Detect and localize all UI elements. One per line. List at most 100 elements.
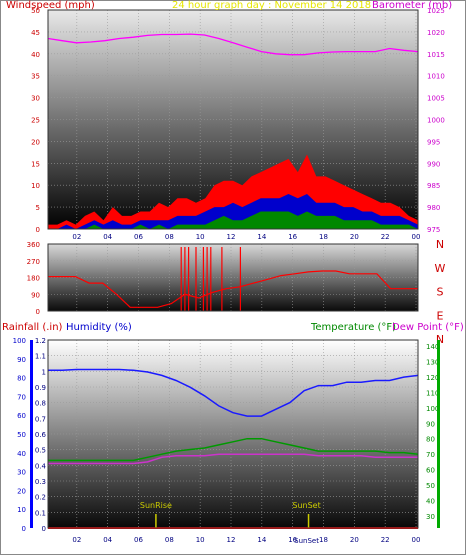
rainfall-tick-label: 1.2 [35, 337, 46, 345]
humidity-tick-label: 30 [17, 469, 26, 477]
temperature-axis-bar [437, 340, 440, 528]
temperature-tick-label: 110 [426, 389, 439, 397]
temperature-tick-label: 120 [426, 374, 439, 382]
humidity-panel-grid [48, 339, 418, 529]
barometer-tick-label: 1000 [427, 117, 445, 125]
temperature-tick-label: 90 [426, 420, 435, 428]
humidity-tick-label: 20 [17, 487, 26, 495]
humidity-panel-background [48, 340, 418, 528]
temperature-tick-label: 40 [426, 498, 435, 506]
barometer-title: Barometer (mb) [372, 0, 452, 11]
wind-panel-hour-axis: 02 04 06 08 10 12 14 16 18 20 22 00 [72, 233, 420, 241]
direction-panel-background [48, 244, 418, 311]
humidity-tick-label: 100 [13, 337, 26, 345]
humidity-tick-label: 0 [22, 525, 26, 533]
direction-tick-label: 90 [31, 291, 40, 299]
barometer-tick-label: 1015 [427, 51, 445, 59]
humidity-tick-label: 90 [17, 356, 26, 364]
rainfall-tick-label: 0.9 [35, 384, 46, 392]
hour-tick-label: 00 [412, 536, 421, 544]
temperature-tick-label: 50 [426, 482, 435, 490]
windspeed-tick-label: 50 [31, 7, 40, 15]
temperature-series [48, 437, 419, 462]
humidity-panel-border [47, 339, 419, 529]
windspeed-tick-label: 30 [31, 95, 40, 103]
temperature-tick-label: 130 [426, 358, 439, 366]
rainfall-tick-label: 0 [42, 525, 46, 533]
rainfall-tick-label: 0.2 [35, 494, 46, 502]
humidity-tick-label: 10 [17, 506, 26, 514]
rainfall-tick-label: 0.3 [35, 478, 46, 486]
rainfall-title: Rainfall (.in) [2, 322, 63, 333]
hour-tick-label: 16 [288, 233, 297, 241]
hour-tick-label: 00 [412, 233, 421, 241]
humidity-axis-bar [30, 340, 33, 528]
humidity-series [48, 368, 419, 417]
temperature-title: Temperature (°F) [310, 322, 396, 333]
barometer-tick-label: 985 [427, 182, 440, 190]
windspeed-title: Windspeed (mph) [6, 0, 95, 11]
direction-degree-axis: 0 90 180 270 360 [27, 241, 40, 316]
windspeed-tick-label: 5 [36, 204, 40, 212]
barometer-tick-label: 995 [427, 138, 440, 146]
windspeed-tick-label: 15 [31, 160, 40, 168]
barometer-tick-label: 1010 [427, 73, 445, 81]
barometer-tick-label: 1005 [427, 95, 445, 103]
wind-panel-grid [48, 9, 418, 230]
windspeed-tick-label: 45 [31, 29, 40, 37]
hour-tick-label: 18 [319, 233, 328, 241]
temperature-tick-label: 30 [426, 513, 435, 521]
barometer-axis: 975 980 985 990 995 1000 1005 1010 1015 1020 1025 [427, 7, 445, 234]
direction-panel-border [47, 243, 419, 312]
barometer-tick-label: 1020 [427, 29, 445, 37]
hour-tick-label: 04 [103, 536, 112, 544]
graph-day-title: 24 hour graph day : November 14 2018 [172, 0, 371, 11]
windspeed-tick-label: 10 [31, 182, 40, 190]
direction-tick-label: 180 [27, 275, 40, 283]
compass-label: S [437, 286, 444, 299]
hour-tick-label: 06 [134, 536, 143, 544]
hour-tick-label: 02 [72, 536, 81, 544]
rainfall-tick-label: 0.6 [35, 431, 47, 439]
compass-label: E [437, 309, 444, 322]
sunset-axis-label: SunSet [294, 537, 319, 545]
hour-tick-label: 10 [196, 536, 205, 544]
sunset-label: SunSet [292, 501, 320, 510]
hour-tick-label: 16 [288, 536, 297, 544]
hour-tick-label: 12 [227, 233, 236, 241]
windspeed-tick-label: 25 [31, 117, 40, 125]
direction-panel-series [48, 247, 418, 311]
hour-tick-label: 08 [165, 536, 174, 544]
direction-tick-label: 270 [27, 258, 40, 266]
humidity-tick-label: 40 [17, 450, 26, 458]
temperature-tick-label: 100 [426, 405, 439, 413]
compass-label: W [435, 262, 446, 275]
wind-panel-series [47, 33, 419, 229]
hour-tick-label: 08 [165, 233, 174, 241]
barometer-tick-label: 980 [427, 204, 440, 212]
windspeed-tick-label: 0 [36, 226, 40, 234]
direction-tick-label: 360 [27, 241, 40, 249]
humidity-tick-label: 70 [17, 393, 26, 401]
humidity-tick-label: 80 [17, 375, 26, 383]
humidity-axis: 0 10 20 30 40 50 60 70 80 90 100 [13, 337, 26, 533]
hour-tick-label: 20 [350, 536, 359, 544]
hour-tick-label: 18 [319, 536, 328, 544]
rainfall-tick-label: 0.5 [35, 447, 46, 455]
temperature-tick-label: 80 [426, 436, 435, 444]
wind-panel-border [47, 9, 419, 230]
hour-tick-label: 06 [134, 233, 143, 241]
direction-series [48, 270, 418, 308]
compass-label: N [436, 238, 444, 251]
rainfall-tick-label: 0.4 [35, 462, 47, 470]
rainfall-tick-label: 1.1 [35, 353, 46, 361]
hour-tick-label: 02 [72, 233, 81, 241]
windspeed-tick-label: 20 [31, 138, 40, 146]
barometer-tick-label: 975 [427, 226, 440, 234]
temperature-tick-label: 70 [426, 451, 435, 459]
barometer-tick-label: 990 [427, 160, 440, 168]
temperature-tick-label: 140 [426, 343, 439, 351]
humidity-tick-label: 50 [17, 431, 26, 439]
temperature-axis: 30 40 50 60 70 80 90 100 110 120 130 140 [426, 343, 439, 521]
